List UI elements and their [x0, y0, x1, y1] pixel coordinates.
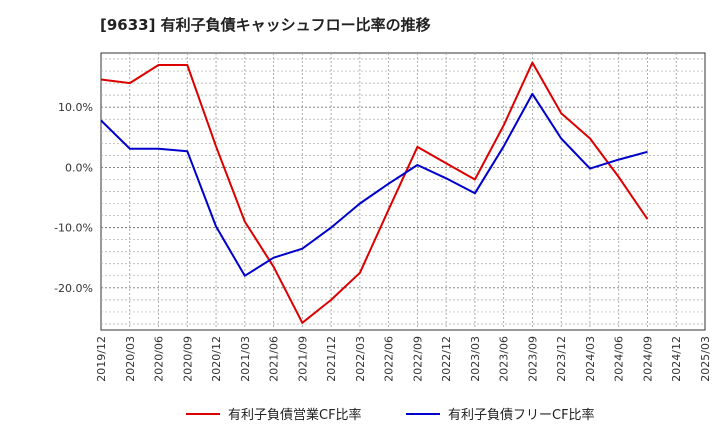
- x-tick-label: 2023/03: [469, 336, 482, 382]
- x-tick-label: 2024/06: [613, 336, 626, 382]
- x-tick-label: 2024/03: [584, 336, 597, 382]
- y-tick-label: -20.0%: [54, 282, 93, 295]
- y-tick-label: -10.0%: [54, 222, 93, 235]
- x-tick-label: 2021/03: [239, 336, 252, 382]
- y-tick-label: 10.0%: [58, 101, 93, 114]
- x-tick-label: 2022/03: [354, 336, 367, 382]
- x-tick-label: 2020/12: [210, 336, 223, 382]
- x-tick-label: 2023/06: [498, 336, 511, 382]
- x-tick-label: 2025/03: [699, 336, 712, 382]
- x-tick-label: 2020/03: [124, 336, 137, 382]
- x-tick-label: 2022/12: [440, 336, 453, 382]
- series-line-2: [100, 92, 648, 277]
- x-tick-label: 2020/09: [181, 336, 194, 382]
- x-tick-label: 2024/09: [641, 336, 654, 382]
- x-tick-label: 2024/12: [670, 336, 683, 382]
- x-tick-label: 2021/09: [296, 336, 309, 382]
- x-tick-label: 2021/06: [268, 336, 281, 382]
- x-tick-label: 2022/09: [411, 336, 424, 382]
- x-tick-label: 2021/12: [325, 336, 338, 382]
- x-tick-label: 2020/06: [153, 336, 166, 382]
- x-tick-label: 2022/06: [383, 336, 396, 382]
- x-tick-label: 2019/12: [95, 336, 108, 382]
- y-tick-label: 0.0%: [65, 161, 93, 174]
- series-line-1: [100, 61, 649, 324]
- chart-title: [9633] 有利子負債キャッシュフロー比率の推移: [100, 16, 431, 34]
- x-tick-label: 2023/12: [555, 336, 568, 382]
- x-tick-label: 2023/09: [526, 336, 539, 382]
- legend-label-2: 有利子負債フリーCF比率: [448, 407, 595, 423]
- legend-label-1: 有利子負債営業CF比率: [228, 407, 362, 423]
